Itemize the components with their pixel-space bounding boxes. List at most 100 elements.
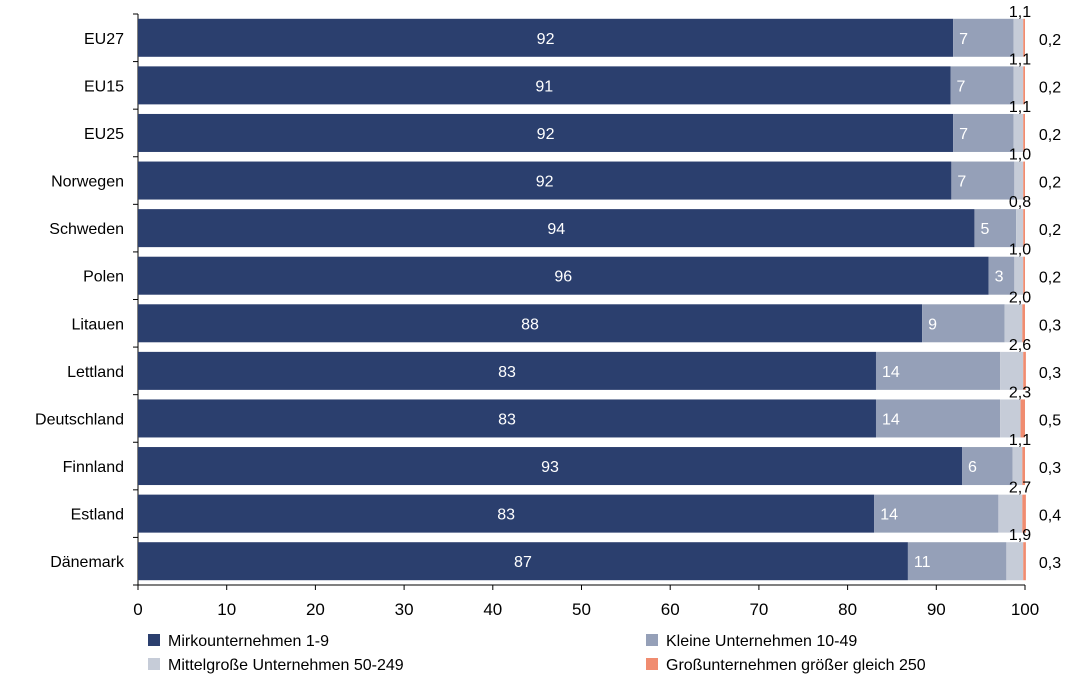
- bar-segment: [138, 447, 963, 486]
- category-label: Polen: [83, 269, 124, 286]
- data-label: 11: [914, 554, 931, 571]
- bar-segment: [138, 209, 975, 248]
- data-label: 0,8: [1009, 194, 1031, 211]
- bar-segment: [1000, 351, 1024, 390]
- data-label: 1,1: [1009, 4, 1031, 21]
- data-label: 0,2: [1039, 32, 1061, 49]
- data-label: 96: [554, 269, 572, 286]
- data-label: 0,4: [1039, 508, 1061, 525]
- data-label: 0,2: [1039, 127, 1061, 144]
- category-label: Finnland: [63, 459, 124, 476]
- x-tick-label: 50: [572, 600, 591, 619]
- data-label: 92: [537, 126, 555, 143]
- bar-segment: [1023, 542, 1026, 581]
- bar-segment: [988, 256, 1015, 295]
- category-label: Lettland: [67, 364, 124, 381]
- data-label: 0,2: [1039, 175, 1061, 192]
- x-tick-label: 100: [1011, 600, 1039, 619]
- data-label: 0,2: [1039, 222, 1061, 239]
- bar-segment: [1023, 66, 1025, 105]
- legend-swatch: [646, 658, 658, 670]
- data-label: 83: [498, 411, 516, 428]
- x-tick-label: 40: [483, 600, 502, 619]
- bar-segment: [1013, 66, 1024, 105]
- bar-segment: [1023, 161, 1025, 200]
- legend-label: Mittelgroße Unternehmen 50-249: [168, 657, 404, 674]
- bar-segment: [138, 304, 923, 343]
- bar-segment: [1014, 256, 1024, 295]
- bar-segment: [922, 304, 1005, 343]
- bar-segment: [875, 351, 1001, 390]
- legend-swatch: [148, 658, 160, 670]
- data-label: 7: [959, 31, 968, 48]
- bar-segment: [1000, 399, 1021, 438]
- x-tick-label: 10: [217, 600, 236, 619]
- bar-segment: [1016, 209, 1024, 248]
- data-label: 92: [537, 31, 555, 48]
- data-label: 6: [968, 459, 977, 476]
- bar-segment: [138, 542, 908, 581]
- legend-swatch: [148, 634, 160, 646]
- x-tick-label: 80: [838, 600, 857, 619]
- data-label: 5: [980, 221, 989, 238]
- data-label: 2,3: [1009, 384, 1031, 401]
- bar-segment: [907, 542, 1007, 581]
- x-tick-label: 60: [661, 600, 680, 619]
- data-label: 9: [928, 316, 937, 333]
- category-label: Litauen: [72, 316, 125, 333]
- data-label: 14: [880, 507, 898, 524]
- category-label: EU15: [84, 78, 124, 95]
- bar-segment: [1023, 18, 1025, 57]
- data-label: 1,1: [1009, 432, 1031, 449]
- x-tick-label: 0: [133, 600, 142, 619]
- data-label: 7: [957, 174, 966, 191]
- bar-segment: [1022, 494, 1026, 533]
- data-label: 88: [521, 316, 539, 333]
- bar-segment: [1023, 113, 1025, 152]
- data-label: 1,0: [1009, 147, 1031, 164]
- data-label: 1,1: [1009, 99, 1031, 116]
- category-label: Dänemark: [50, 554, 125, 571]
- data-label: 0,2: [1039, 79, 1061, 96]
- data-label: 2,7: [1009, 480, 1031, 497]
- data-label: 14: [882, 411, 900, 428]
- category-label: EU25: [84, 126, 124, 143]
- bar-segment: [998, 494, 1023, 533]
- data-label: 7: [959, 126, 968, 143]
- bar-segment: [138, 161, 952, 200]
- data-label: 94: [547, 221, 565, 238]
- bar-segment: [1023, 209, 1025, 248]
- category-label: Norwegen: [51, 174, 124, 191]
- bar-segment: [138, 113, 954, 152]
- bar-segment: [138, 256, 989, 295]
- legend-label: Großunternehmen größer gleich 250: [666, 657, 926, 674]
- data-label: 2,6: [1009, 337, 1031, 354]
- data-label: 7: [956, 78, 965, 95]
- bar-segment: [138, 18, 954, 57]
- legend-swatch: [646, 634, 658, 646]
- data-label: 87: [514, 554, 532, 571]
- bar-segment: [138, 494, 875, 533]
- data-label: 2,0: [1009, 289, 1031, 306]
- legend-label: Kleine Unternehmen 10-49: [666, 633, 857, 650]
- data-label: 93: [541, 459, 559, 476]
- bar-segment: [138, 351, 876, 390]
- data-label: 83: [497, 507, 515, 524]
- category-label: Estland: [71, 507, 124, 524]
- category-label: EU27: [84, 31, 124, 48]
- bar-segment: [138, 399, 876, 438]
- bar-segment: [1014, 161, 1024, 200]
- x-tick-label: 20: [306, 600, 325, 619]
- x-tick-label: 30: [395, 600, 414, 619]
- data-label: 0,3: [1039, 555, 1061, 572]
- bar-segment: [1013, 113, 1024, 152]
- data-label: 0,3: [1039, 460, 1061, 477]
- data-label: 91: [535, 78, 553, 95]
- bar-segment: [1023, 256, 1025, 295]
- data-label: 0,3: [1039, 317, 1061, 334]
- category-label: Schweden: [49, 221, 124, 238]
- data-label: 92: [536, 174, 554, 191]
- bar-segment: [875, 399, 1001, 438]
- bar-segment: [1013, 18, 1024, 57]
